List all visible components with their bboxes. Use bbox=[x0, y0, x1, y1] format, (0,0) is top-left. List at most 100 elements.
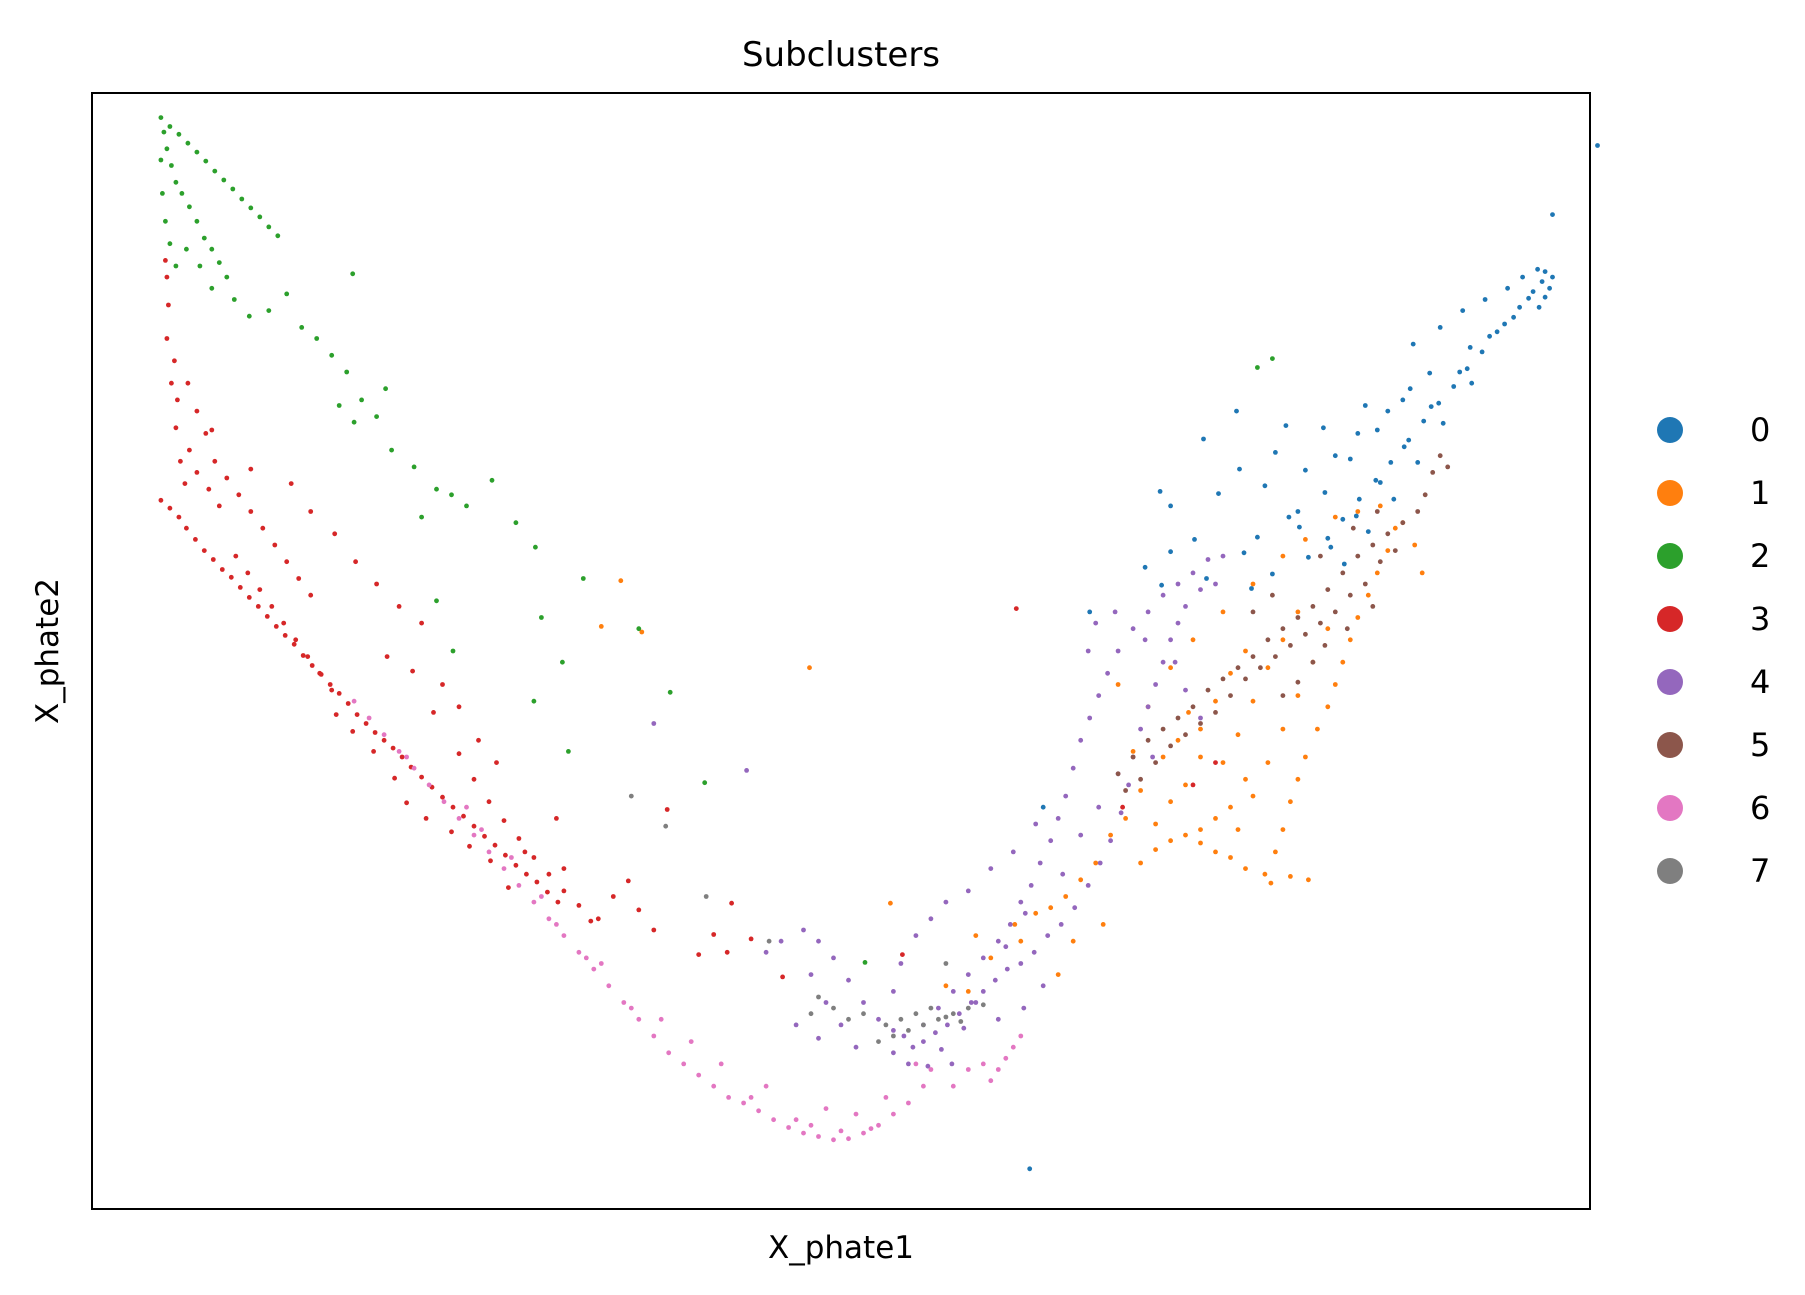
data-point bbox=[509, 855, 514, 860]
data-point bbox=[246, 313, 252, 319]
data-point bbox=[1530, 289, 1536, 294]
data-point bbox=[703, 894, 709, 899]
data-point bbox=[1018, 961, 1024, 966]
data-point bbox=[664, 807, 670, 812]
data-point bbox=[610, 894, 616, 899]
data-point bbox=[164, 274, 170, 280]
data-point bbox=[1306, 554, 1311, 560]
data-point bbox=[663, 823, 669, 829]
data-point bbox=[1070, 938, 1076, 944]
data-point bbox=[980, 1002, 986, 1008]
legend-marker bbox=[1657, 858, 1683, 884]
data-point bbox=[628, 793, 634, 799]
data-point bbox=[838, 1128, 844, 1134]
data-point bbox=[1168, 743, 1173, 749]
data-point bbox=[1228, 855, 1233, 860]
data-point bbox=[1265, 665, 1271, 671]
data-point bbox=[434, 486, 439, 492]
data-point bbox=[176, 131, 182, 137]
data-point bbox=[1295, 693, 1301, 698]
data-point bbox=[898, 1016, 904, 1022]
data-point bbox=[1325, 587, 1331, 592]
data-point bbox=[1440, 420, 1446, 426]
data-point bbox=[1310, 659, 1316, 665]
data-point bbox=[293, 637, 299, 643]
data-point bbox=[1460, 308, 1466, 313]
data-point bbox=[305, 654, 311, 659]
data-point bbox=[1213, 581, 1218, 587]
data-point bbox=[1220, 553, 1226, 559]
data-point bbox=[336, 691, 342, 696]
data-point bbox=[816, 994, 821, 1000]
data-point bbox=[1018, 899, 1024, 905]
data-point bbox=[1288, 799, 1293, 805]
data-point bbox=[801, 927, 806, 933]
data-point bbox=[965, 972, 971, 977]
data-point bbox=[1356, 496, 1362, 502]
data-point bbox=[681, 1061, 687, 1067]
data-point bbox=[823, 1106, 829, 1111]
data-point bbox=[950, 1011, 956, 1017]
data-point bbox=[1430, 470, 1436, 475]
data-point bbox=[588, 918, 594, 924]
data-point bbox=[876, 1039, 881, 1044]
data-point bbox=[1355, 509, 1361, 514]
data-point bbox=[921, 1022, 926, 1028]
data-point bbox=[945, 1022, 950, 1028]
data-point bbox=[1153, 760, 1158, 765]
data-point bbox=[831, 955, 836, 961]
data-point bbox=[1332, 514, 1338, 520]
data-point bbox=[209, 427, 215, 433]
data-point bbox=[1428, 404, 1434, 409]
data-point bbox=[479, 827, 484, 832]
data-point bbox=[173, 263, 179, 269]
data-point bbox=[173, 179, 179, 185]
data-point bbox=[1175, 737, 1181, 743]
legend-label: 7 bbox=[1750, 852, 1770, 890]
data-point bbox=[718, 1061, 724, 1067]
cluster-0-points bbox=[1027, 143, 1600, 1172]
data-point bbox=[1250, 609, 1256, 615]
data-point bbox=[1063, 894, 1069, 899]
data-point bbox=[333, 712, 339, 717]
data-point bbox=[995, 938, 1001, 944]
data-point bbox=[411, 765, 417, 771]
data-point bbox=[167, 241, 173, 247]
data-point bbox=[1010, 849, 1016, 855]
data-point bbox=[621, 1000, 627, 1005]
chart-title: Subclusters bbox=[742, 35, 940, 75]
data-point bbox=[555, 899, 561, 905]
points-layer bbox=[158, 115, 1600, 1172]
data-point bbox=[1228, 670, 1233, 676]
data-point bbox=[1126, 782, 1131, 788]
data-point bbox=[169, 163, 174, 168]
data-point bbox=[861, 1130, 866, 1136]
data-point bbox=[702, 780, 708, 786]
data-point bbox=[366, 715, 372, 721]
data-point bbox=[576, 903, 582, 908]
data-point bbox=[284, 559, 290, 565]
data-point bbox=[1347, 637, 1353, 643]
data-point bbox=[1297, 524, 1302, 530]
data-point bbox=[910, 1044, 916, 1050]
data-point bbox=[1505, 285, 1510, 291]
data-point bbox=[1374, 509, 1380, 514]
data-point bbox=[906, 1061, 911, 1067]
data-point bbox=[381, 737, 387, 743]
data-point bbox=[164, 146, 170, 152]
data-point bbox=[329, 352, 335, 358]
data-point bbox=[1078, 832, 1084, 838]
data-point bbox=[308, 592, 314, 598]
data-point bbox=[1377, 559, 1383, 565]
data-point bbox=[1250, 698, 1256, 704]
data-point bbox=[1120, 804, 1125, 810]
data-point bbox=[1325, 626, 1331, 632]
data-point bbox=[372, 730, 378, 735]
data-point bbox=[1205, 687, 1211, 693]
data-point bbox=[1437, 453, 1443, 459]
data-point bbox=[1093, 620, 1099, 626]
data-point bbox=[928, 1067, 934, 1072]
data-point bbox=[1198, 827, 1203, 832]
data-point bbox=[1344, 626, 1350, 632]
